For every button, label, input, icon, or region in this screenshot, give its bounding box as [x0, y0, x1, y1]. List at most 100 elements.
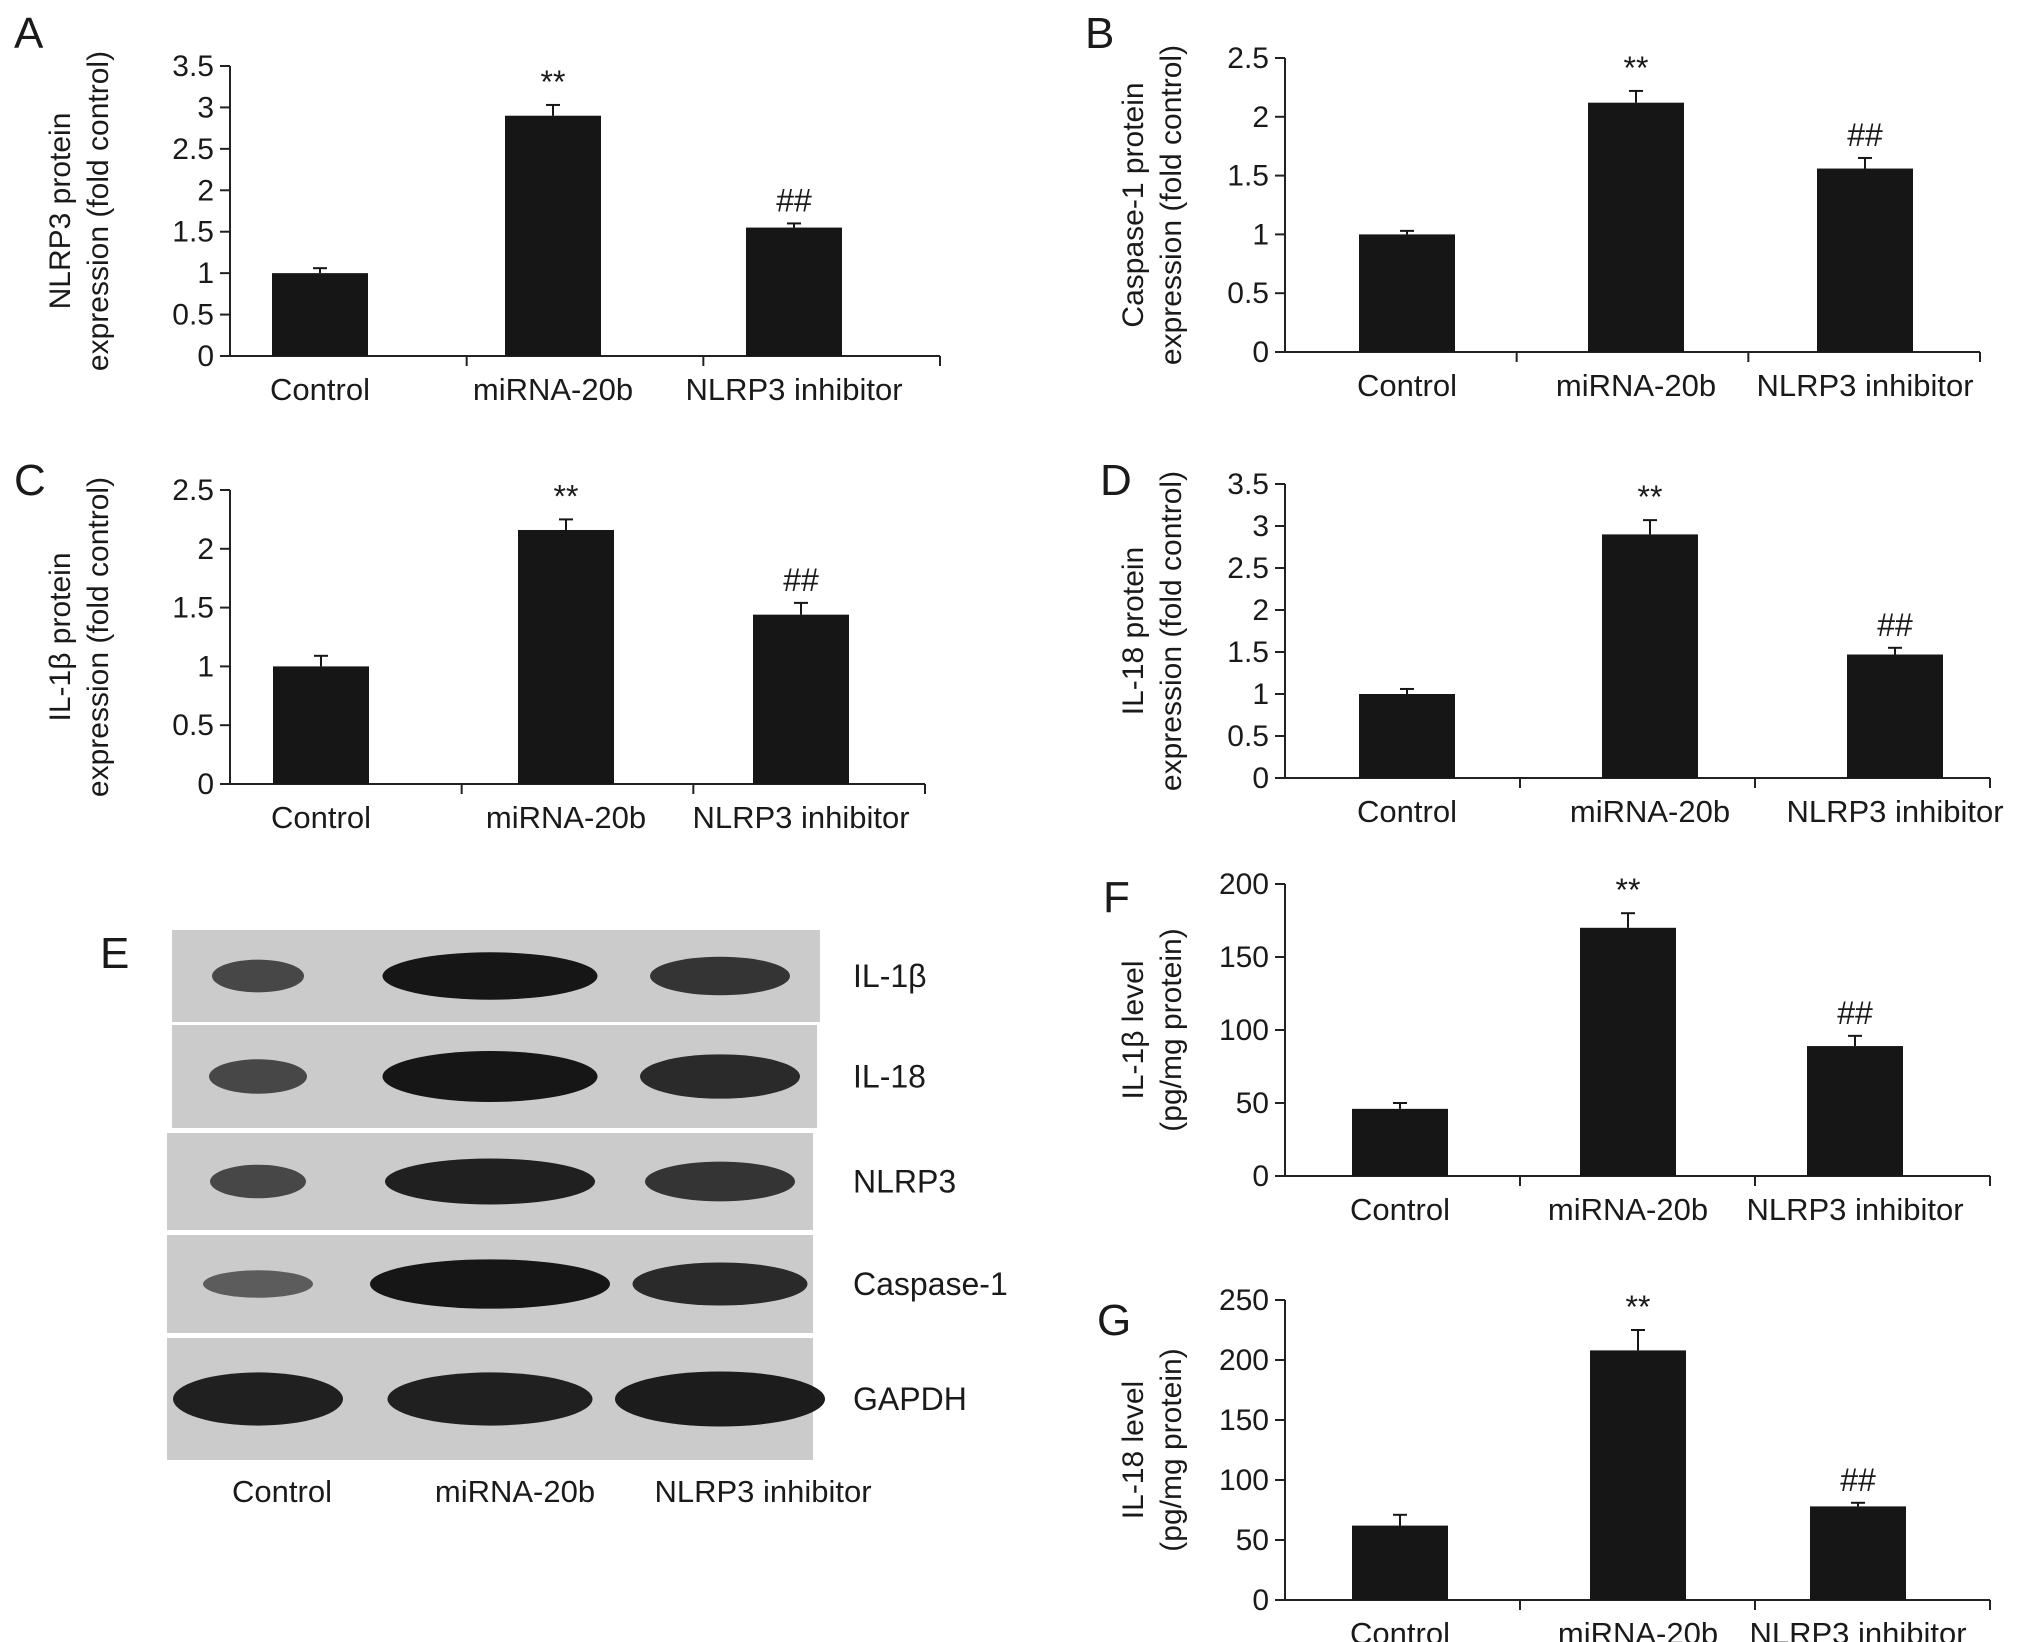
blot-row-caspase-1: Caspase-1 [167, 1235, 1008, 1333]
significance-marker: ** [1638, 479, 1663, 515]
blot-band [212, 959, 304, 993]
y-tick-label: 50 [1236, 1524, 1269, 1557]
y-axis-label-line: (pg/mg protein) [1155, 928, 1188, 1131]
blot-row-label: IL-18 [853, 1059, 926, 1095]
significance-marker: ** [1616, 872, 1641, 908]
y-tick-label: 2 [1252, 594, 1269, 627]
significance-marker: ## [783, 562, 819, 598]
y-axis-label-line: IL-1β protein [44, 552, 77, 721]
blot-row-il-1-: IL-1β [172, 930, 927, 1022]
y-tick-label: 3 [197, 91, 214, 124]
x-category-label: Control [1350, 1192, 1450, 1227]
x-category-label: NLRP3 inhibitor [1749, 1616, 1966, 1642]
y-tick-label: 1.5 [1227, 636, 1269, 669]
significance-marker: ** [1626, 1289, 1651, 1325]
y-tick-label: 200 [1219, 868, 1269, 901]
blot-band [640, 1054, 800, 1099]
y-tick-label: 3.5 [172, 50, 214, 83]
bar [1817, 168, 1913, 352]
blot-band [615, 1371, 825, 1427]
bar [1810, 1506, 1906, 1600]
chart-panel-c: CIL-1β protein expression (fold control) 0… [14, 456, 926, 835]
x-category-label: Control [1357, 368, 1457, 403]
x-category-label: Control [1357, 794, 1457, 829]
x-category-label: miRNA-20b [1548, 1192, 1708, 1227]
y-tick-label: 150 [1219, 1404, 1269, 1437]
western-blot-panel: E IL-1β IL-18 NLRP3 Caspase-1 GAPDH Control miR… [100, 929, 1008, 1509]
significance-marker: ** [1624, 50, 1649, 86]
bar [1602, 534, 1698, 778]
blot-band [209, 1059, 307, 1094]
y-tick-label: 0.5 [1227, 720, 1269, 753]
bar [518, 529, 614, 784]
blot-band [203, 1270, 313, 1298]
panel-letter: A [14, 9, 44, 58]
x-category-label: NLRP3 inhibitor [1756, 368, 1973, 403]
y-axis-label: IL-1β level (pg/mg protein) [1117, 928, 1188, 1131]
y-axis-label-line: (pg/mg protein) [1155, 1348, 1188, 1551]
y-tick-label: 150 [1219, 941, 1269, 974]
y-axis-label-line: IL-1β level [1117, 961, 1150, 1100]
x-category-label: miRNA-20b [1556, 368, 1716, 403]
x-category-label: Control [270, 372, 370, 407]
blot-band [645, 1161, 795, 1202]
blot-band [210, 1164, 306, 1199]
blot-band [385, 1158, 595, 1205]
y-axis-label-line: Caspase-1 protein [1117, 82, 1150, 327]
blot-lane-label: Control [232, 1474, 332, 1509]
y-tick-label: 0.5 [172, 709, 214, 742]
significance-marker: ## [776, 182, 812, 218]
y-tick-label: 2.5 [172, 474, 214, 507]
y-tick-label: 2.5 [1227, 42, 1269, 75]
y-tick-label: 100 [1219, 1464, 1269, 1497]
bar [1847, 654, 1943, 778]
y-axis-label-line: expression (fold control) [82, 51, 115, 371]
y-axis-label-line: NLRP3 protein [44, 113, 77, 310]
blot-row-label: Caspase-1 [853, 1266, 1008, 1302]
y-tick-label: 2 [1252, 101, 1269, 134]
chart-panel-g: GIL-18 level (pg/mg protein)0501001502002… [1097, 1284, 1991, 1642]
bar [1359, 694, 1455, 778]
panel-letter: E [100, 929, 129, 978]
y-axis-label-line: expression (fold control) [1155, 45, 1188, 365]
y-tick-label: 0.5 [1227, 277, 1269, 310]
chart-panel-d: DIL-18 protein expression (fold control) 0… [1100, 456, 2004, 829]
x-category-label: NLRP3 inhibitor [692, 800, 909, 835]
bar [1807, 1046, 1903, 1176]
bar [273, 666, 369, 784]
y-axis-label: Caspase-1 protein expression (fold contro… [1117, 45, 1188, 365]
bar [1588, 102, 1684, 352]
blot-row-nlrp3: NLRP3 [167, 1133, 956, 1230]
panel-letter: D [1100, 456, 1132, 505]
bar [753, 614, 849, 784]
significance-marker: ** [554, 478, 579, 514]
significance-marker: ## [1837, 995, 1873, 1031]
y-tick-label: 3.5 [1227, 468, 1269, 501]
y-tick-label: 1 [1252, 218, 1269, 251]
y-tick-label: 200 [1219, 1344, 1269, 1377]
blot-band [382, 952, 598, 1000]
y-axis-label: NLRP3 protein expression (fold control) [44, 51, 115, 371]
x-category-label: miRNA-20b [1570, 794, 1730, 829]
y-axis-label-line: IL-18 protein [1117, 547, 1150, 715]
y-tick-label: 1 [197, 650, 214, 683]
y-axis-label-line: expression (fold control) [1155, 471, 1188, 791]
y-axis-label-line: expression (fold control) [82, 477, 115, 797]
y-axis-label: IL-18 protein expression (fold control) [1117, 471, 1188, 791]
x-category-label: NLRP3 inhibitor [1746, 1192, 1963, 1227]
y-tick-label: 2.5 [1227, 552, 1269, 585]
x-category-label: miRNA-20b [486, 800, 646, 835]
y-tick-label: 0 [1252, 1584, 1269, 1617]
blot-row-label: GAPDH [853, 1381, 967, 1417]
y-tick-label: 0 [1252, 336, 1269, 369]
y-axis-label: IL-18 level (pg/mg protein) [1117, 1348, 1188, 1551]
bar [1580, 927, 1676, 1176]
blot-row-label: NLRP3 [853, 1164, 956, 1200]
blot-band [650, 956, 790, 996]
chart-panel-f: F IL-1β level (pg/mg protein) 0 50 100 150 200 C… [1103, 868, 1991, 1227]
panel-letter: F [1103, 873, 1130, 922]
y-tick-label: 2.5 [172, 133, 214, 166]
